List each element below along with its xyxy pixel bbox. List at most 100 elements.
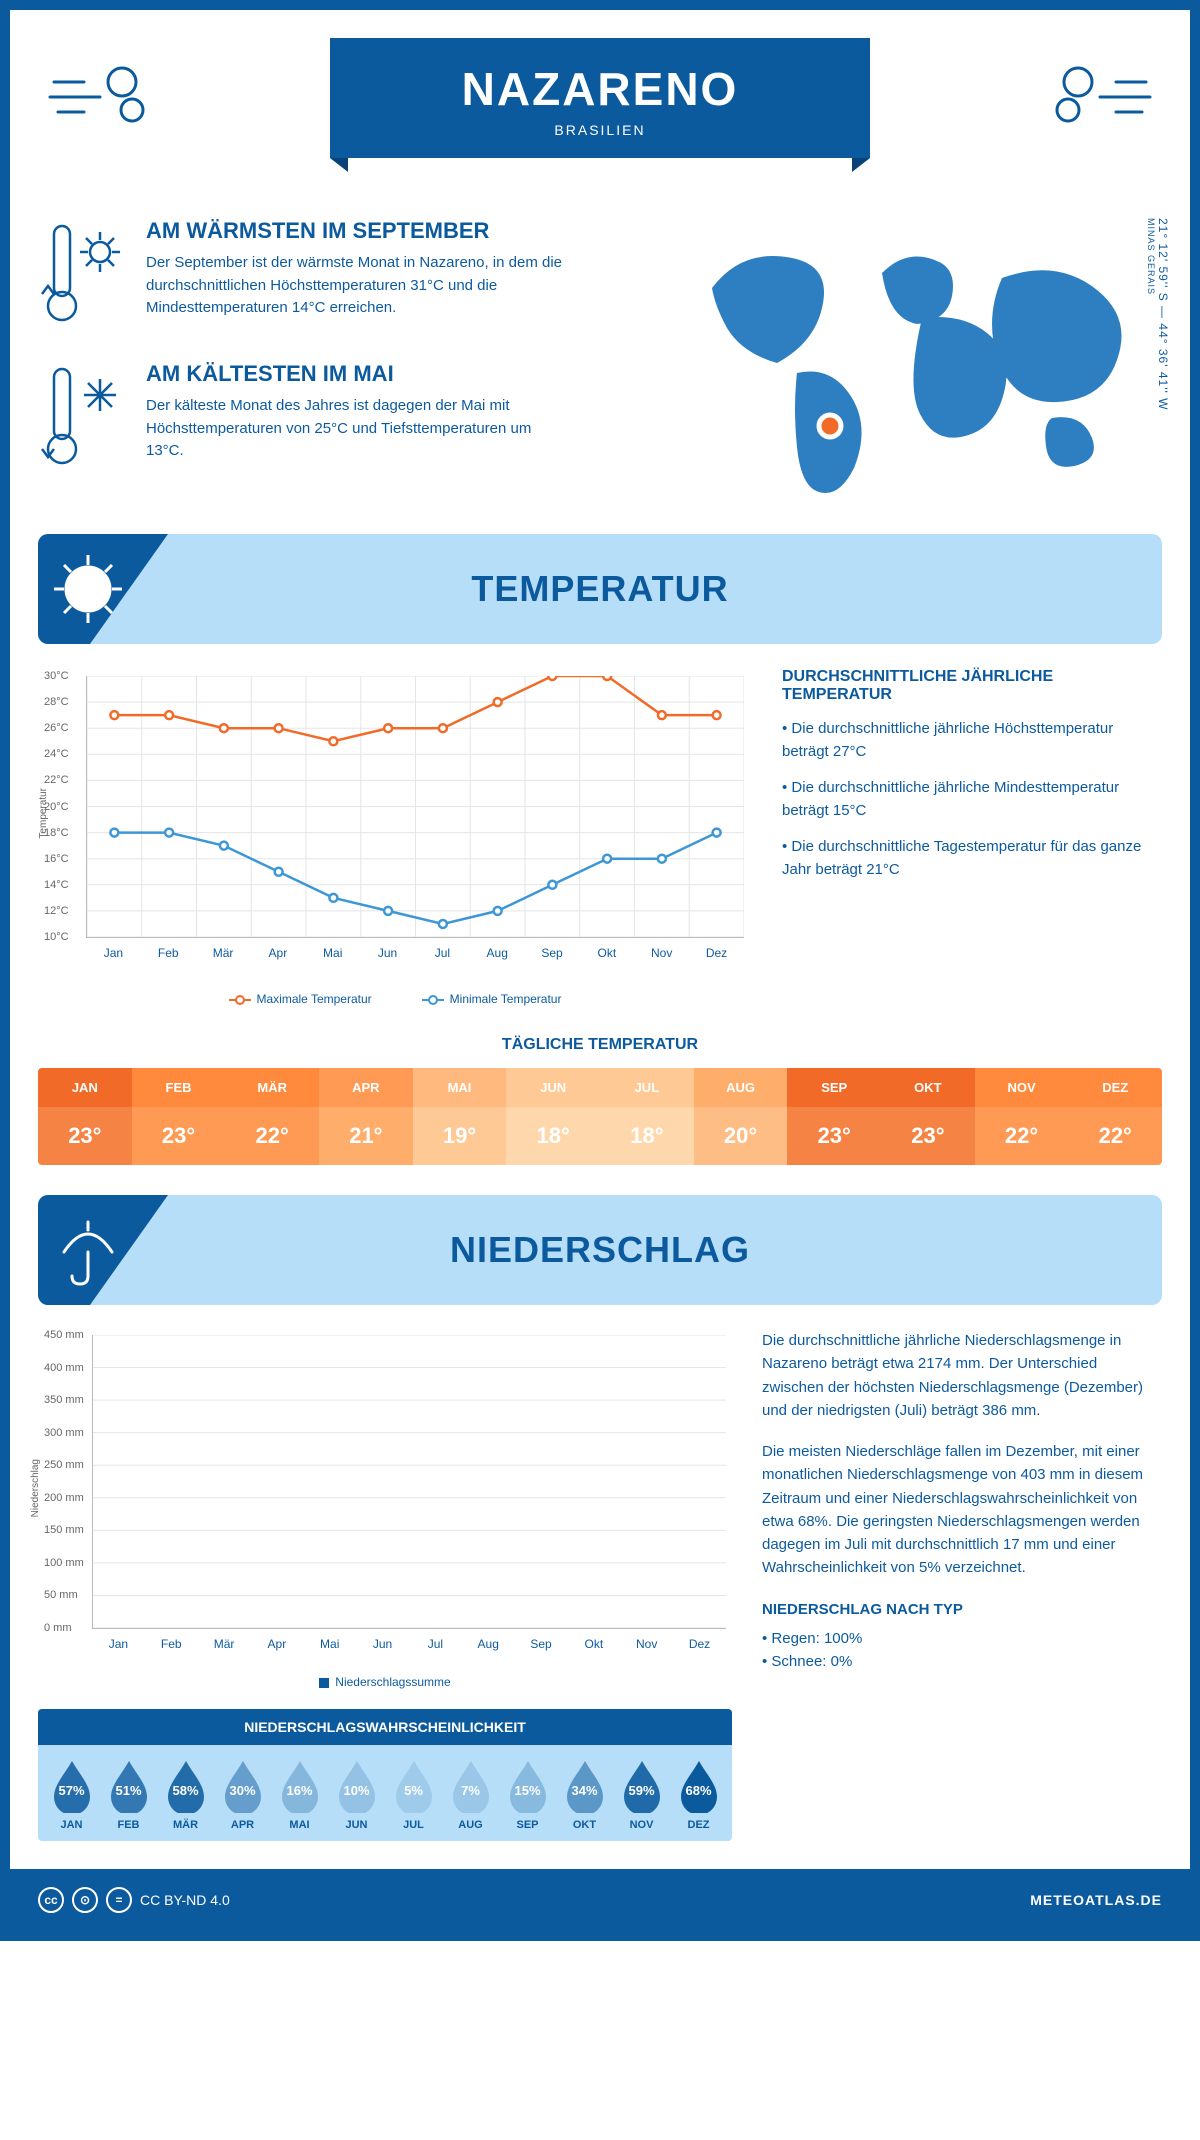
content: NAZARENO BRASILIEN AM WÄRMSTEN IM SEPTEM… [10, 10, 1190, 1869]
daily-col: FEB 23° [132, 1068, 226, 1165]
daily-month: JUN [506, 1068, 600, 1107]
temperature-row: Temperatur JanFebMärAprMaiJunJulAugSepOk… [38, 668, 1162, 1006]
region-label: MINAS GERAIS [1146, 218, 1156, 295]
drop-percent: 16% [278, 1783, 322, 1798]
precip-type-line: • Regen: 100% [762, 1627, 1162, 1650]
daily-value: 23° [132, 1107, 226, 1165]
umbrella-icon [38, 1195, 168, 1305]
daily-month: OKT [881, 1068, 975, 1107]
daily-month: SEP [787, 1068, 881, 1107]
month-label: Dez [673, 1637, 726, 1651]
daily-month: FEB [132, 1068, 226, 1107]
drop-month: JAN [44, 1819, 99, 1831]
precip-drop: 7% AUG [443, 1759, 498, 1831]
drop-percent: 68% [677, 1783, 721, 1798]
month-label: Apr [250, 1637, 303, 1651]
by-icon: ⊙ [72, 1887, 98, 1913]
world-map: 21° 12' 59'' S — 44° 36' 41'' W MINAS GE… [682, 218, 1162, 504]
month-label: Nov [634, 946, 689, 960]
daily-col: JUN 18° [506, 1068, 600, 1165]
month-label: Jan [92, 1637, 145, 1651]
temp-bullet: • Die durchschnittliche Tagestemperatur … [782, 836, 1162, 881]
precipitation-text: Die durchschnittliche jährliche Niedersc… [762, 1329, 1162, 1841]
drop-percent: 58% [164, 1783, 208, 1798]
drop-month: NOV [614, 1819, 669, 1831]
drop-month: OKT [557, 1819, 612, 1831]
facts-row: AM WÄRMSTEN IM SEPTEMBER Der September i… [38, 218, 1162, 504]
daily-temp-table: JAN 23° FEB 23° MÄR 22° APR 21° MAI 19° … [38, 1068, 1162, 1165]
drop-percent: 51% [107, 1783, 151, 1798]
month-label: Jul [409, 1637, 462, 1651]
warmest-fact: AM WÄRMSTEN IM SEPTEMBER Der September i… [38, 218, 658, 333]
temp-bullet: • Die durchschnittliche jährliche Höchst… [782, 718, 1162, 763]
daily-col: MAI 19° [413, 1068, 507, 1165]
page: NAZARENO BRASILIEN AM WÄRMSTEN IM SEPTEM… [0, 0, 1200, 1941]
precip-p1: Die durchschnittliche jährliche Niedersc… [762, 1329, 1162, 1422]
drop-month: DEZ [671, 1819, 726, 1831]
wind-icon [1036, 52, 1156, 147]
month-label: Aug [462, 1637, 515, 1651]
precipitation-title: NIEDERSCHLAG [450, 1229, 750, 1271]
precip-drop: 68% DEZ [671, 1759, 726, 1831]
drop-month: JUN [329, 1819, 384, 1831]
daily-col: OKT 23° [881, 1068, 975, 1165]
temp-bullet: • Die durchschnittliche jährliche Mindes… [782, 777, 1162, 822]
legend-max: Maximale Temperatur [257, 992, 372, 1006]
precip-drop: 15% SEP [500, 1759, 555, 1831]
precip-drop: 30% APR [215, 1759, 270, 1831]
daily-col: JAN 23° [38, 1068, 132, 1165]
daily-col: SEP 23° [787, 1068, 881, 1165]
precip-prob-title: NIEDERSCHLAGSWAHRSCHEINLICHKEIT [38, 1709, 732, 1745]
month-label: Aug [470, 946, 525, 960]
thermometer-sun-icon [38, 218, 128, 333]
month-label: Dez [689, 946, 744, 960]
month-label: Apr [250, 946, 305, 960]
daily-value: 19° [413, 1107, 507, 1165]
month-label: Sep [525, 946, 580, 960]
month-label: Nov [620, 1637, 673, 1651]
license-block: cc ⊙ = CC BY-ND 4.0 [38, 1887, 230, 1913]
month-label: Jun [356, 1637, 409, 1651]
license-text: CC BY-ND 4.0 [140, 1892, 230, 1908]
warmest-title: AM WÄRMSTEN IM SEPTEMBER [146, 218, 566, 244]
wind-icon [44, 52, 164, 147]
location-subtitle: BRASILIEN [350, 122, 850, 138]
footer: cc ⊙ = CC BY-ND 4.0 METEOATLAS.DE [10, 1869, 1190, 1931]
bar-y-axis-label: Niederschlag [30, 1459, 41, 1517]
cc-icon: cc [38, 1887, 64, 1913]
month-label: Feb [141, 946, 196, 960]
drop-percent: 15% [506, 1783, 550, 1798]
month-label: Jul [415, 946, 470, 960]
daily-month: MAI [413, 1068, 507, 1107]
precip-drop: 57% JAN [44, 1759, 99, 1831]
daily-col: JUL 18° [600, 1068, 694, 1165]
daily-month: JUL [600, 1068, 694, 1107]
temperature-header: TEMPERATUR [38, 534, 1162, 644]
daily-value: 21° [319, 1107, 413, 1165]
drop-percent: 34% [563, 1783, 607, 1798]
temperature-title: TEMPERATUR [471, 568, 728, 610]
location-title: NAZARENO [350, 62, 850, 116]
temperature-chart: Temperatur JanFebMärAprMaiJunJulAugSepOk… [38, 668, 752, 1006]
precipitation-chart: Niederschlag JanFebMärAprMaiJunJulAugSep… [38, 1329, 732, 1669]
month-label: Mär [198, 1637, 251, 1651]
drop-month: JUL [386, 1819, 441, 1831]
month-label: Okt [579, 946, 634, 960]
drop-month: APR [215, 1819, 270, 1831]
precip-drop: 16% MAI [272, 1759, 327, 1831]
daily-value: 18° [600, 1107, 694, 1165]
drop-percent: 7% [449, 1783, 493, 1798]
warmest-text: Der September ist der wärmste Monat in N… [146, 252, 566, 320]
daily-value: 22° [225, 1107, 319, 1165]
drop-month: SEP [500, 1819, 555, 1831]
daily-value: 20° [694, 1107, 788, 1165]
daily-month: JAN [38, 1068, 132, 1107]
coldest-title: AM KÄLTESTEN IM MAI [146, 361, 566, 387]
precip-drop: 34% OKT [557, 1759, 612, 1831]
daily-col: NOV 22° [975, 1068, 1069, 1165]
temp-facts-title: DURCHSCHNITTLICHE JÄHRLICHE TEMPERATUR [782, 668, 1162, 704]
daily-col: DEZ 22° [1068, 1068, 1162, 1165]
coldest-text: Der kälteste Monat des Jahres ist dagege… [146, 395, 566, 463]
daily-value: 22° [1068, 1107, 1162, 1165]
month-label: Mai [303, 1637, 356, 1651]
